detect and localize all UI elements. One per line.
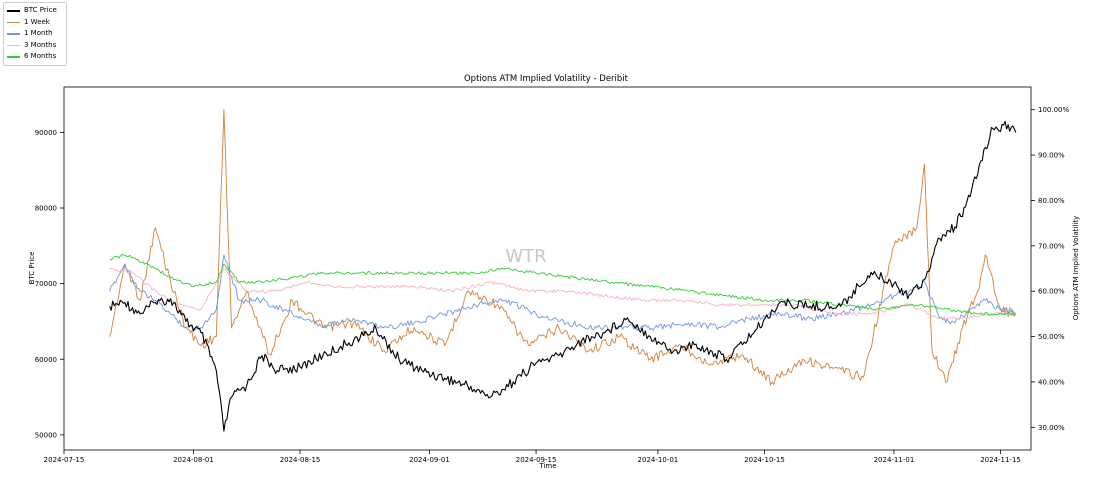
series-layer xyxy=(109,109,1017,432)
y-right-tick-label: 30.00% xyxy=(1038,424,1065,432)
y-axis-left-label: BTC Price xyxy=(28,252,36,285)
y-left-tick-label: 70000 xyxy=(35,280,57,288)
chart-legend: BTC Price 1 Week 1 Month 3 Months 6 Months xyxy=(3,2,67,66)
y-right-tick-label: 50.00% xyxy=(1038,333,1065,341)
y-axis-right-label: Options ATM Implied Volatility xyxy=(1072,216,1080,320)
legend-label: 1 Month xyxy=(24,29,53,37)
legend-label: 1 Week xyxy=(24,17,50,26)
y-right-tick-label: 40.00% xyxy=(1038,378,1065,386)
x-tick-label: 2024-08-01 xyxy=(173,456,214,464)
chart-title: Options ATM Implied Volatility - Deribit xyxy=(464,74,629,84)
x-tick-label: 2024-11-01 xyxy=(874,456,915,464)
y-right-tick-label: 90.00% xyxy=(1038,152,1065,160)
series-line-6-months xyxy=(109,253,1017,316)
series-line-3-months xyxy=(109,268,1017,320)
legend-swatch xyxy=(7,21,20,23)
series-line-btc-price xyxy=(109,120,1017,432)
y-right-tick-label: 60.00% xyxy=(1038,288,1065,296)
series-line-1-month xyxy=(109,254,1017,331)
legend-label: 6 Months xyxy=(24,52,57,60)
x-tick-label: 2024-07-15 xyxy=(44,456,85,464)
x-tick-label: 2024-11-15 xyxy=(980,456,1021,464)
y-left-tick-label: 50000 xyxy=(35,431,57,439)
y-left-tick-label: 80000 xyxy=(35,205,57,213)
legend-swatch xyxy=(7,56,20,58)
x-tick-label: 2024-10-15 xyxy=(744,456,785,464)
x-tick-label: 2024-08-15 xyxy=(280,456,321,464)
x-tick-label: 2024-09-15 xyxy=(516,456,557,464)
y-right-tick-label: 70.00% xyxy=(1038,242,1065,250)
y-right-tick-label: 80.00% xyxy=(1038,197,1065,205)
legend-label: 3 Months xyxy=(24,40,57,49)
y-right-tick-label: 100.00% xyxy=(1038,106,1069,114)
x-tick-label: 2024-10-01 xyxy=(638,456,679,464)
y-left-tick-label: 90000 xyxy=(35,129,57,137)
legend-swatch xyxy=(7,33,20,35)
x-axis-label: Time xyxy=(538,462,556,470)
x-tick-label: 2024-09-01 xyxy=(409,456,450,464)
ticks-layer: 2024-07-15 2024-08-01 2024-08-15 2024-09-01… xyxy=(35,106,1070,464)
plot-frame xyxy=(63,86,1032,451)
series-line-1-week xyxy=(109,109,1017,386)
watermark: WTR xyxy=(505,246,546,267)
legend-label: BTC Price xyxy=(24,6,57,14)
legend-swatch xyxy=(7,44,20,46)
legend-swatch xyxy=(7,10,20,12)
y-left-tick-label: 60000 xyxy=(35,356,57,364)
